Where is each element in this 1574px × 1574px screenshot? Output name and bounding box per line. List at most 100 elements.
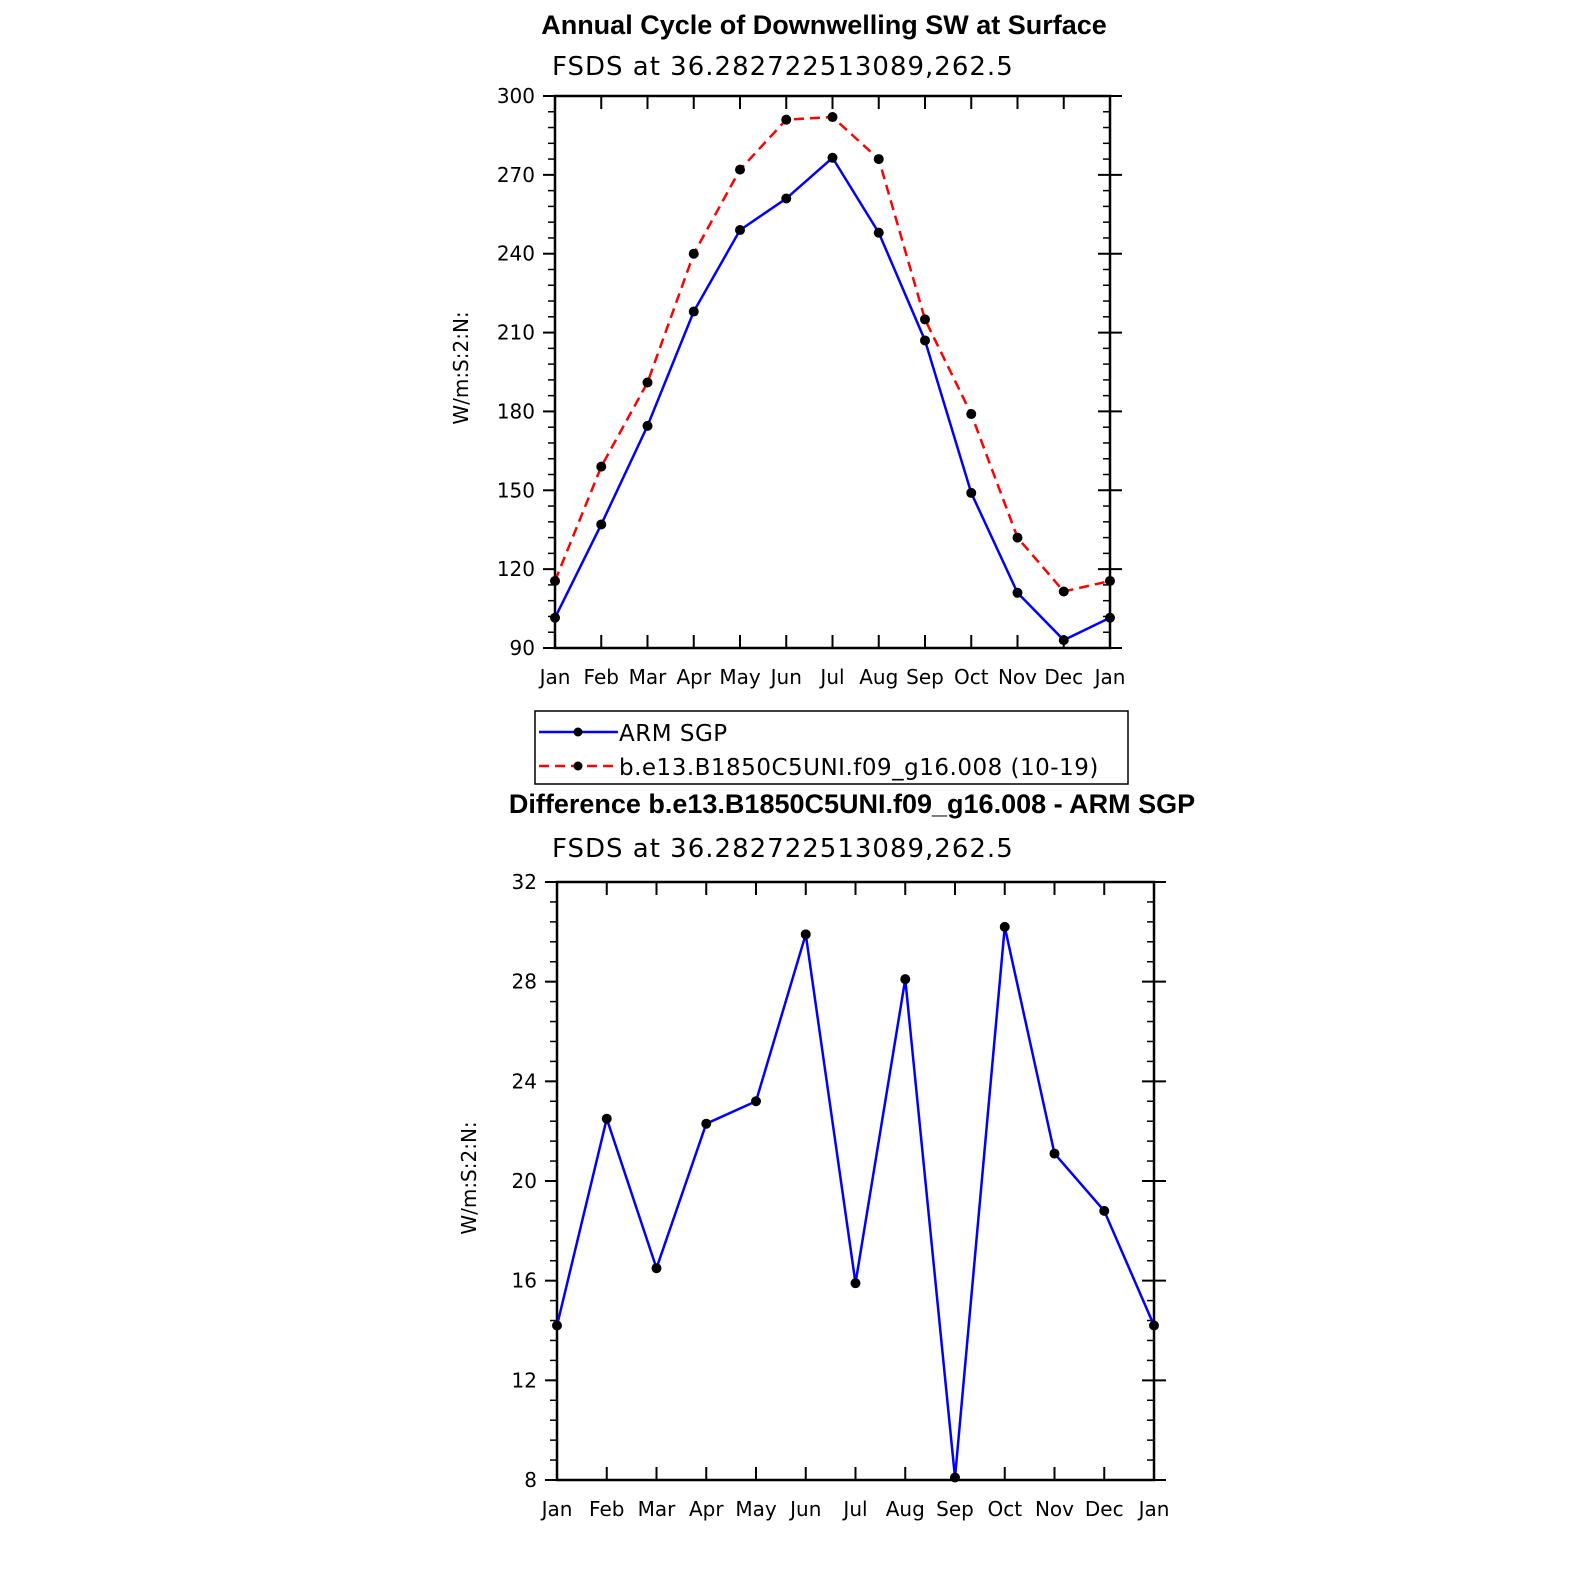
data-point-series-0 [550,612,560,623]
data-point-series-1 [966,409,977,420]
data-point-series-0 [1012,587,1023,598]
x-tick-label: Jul [841,1497,867,1521]
data-point-series-0 [1105,612,1115,623]
data-point-series-0 [800,929,811,940]
series-line-1 [553,115,1111,593]
data-point-series-1 [1012,532,1023,543]
data-point-series-0 [920,335,930,346]
x-tick-label: Jul [818,665,844,689]
y-axis-label: W/m:S:2:N: [449,311,473,424]
chart-difference: Difference b.e13.B1850C5UNI.f09_g16.008 … [457,789,1195,1521]
x-tick-label: Aug [859,665,898,689]
legend: ARM SGP b.e13.B1850C5UNI.f09_g16.008 (10… [534,710,1129,785]
data-point-series-1 [873,154,884,165]
data-point-series-0 [1049,1148,1060,1159]
y-tick-label: 24 [512,1069,537,1093]
series-line-0 [555,926,1156,1478]
data-point-series-0 [751,1096,761,1107]
y-tick-label: 270 [497,163,535,187]
x-tick-label: Oct [987,1497,1022,1521]
y-tick-label: 32 [512,870,537,894]
plot-area: Jan Feb Mar Apr May Jun Jul Aug Sep Oct Nov Dec Jan8… [512,870,1170,1521]
data-point-series-1 [735,164,745,175]
data-point-series-1 [1105,575,1115,586]
x-tick-label: Apr [676,665,711,689]
x-tick-label: Feb [584,665,619,689]
data-point-series-1 [827,112,838,123]
data-point-series-0 [966,487,977,498]
x-tick-label: May [735,1497,777,1521]
x-tick-label: Jan [538,665,571,689]
x-tick-label: Dec [1044,665,1083,689]
data-point-series-1 [596,461,607,472]
y-tick-label: 90 [510,636,535,660]
data-point-series-0 [601,1113,612,1124]
data-point-series-1 [781,114,792,125]
x-tick-label: Jan [540,1497,573,1521]
x-tick-label: Jan [1093,665,1126,689]
y-tick-label: 300 [497,84,535,108]
legend-label-arm-sgp: ARM SGP [619,721,728,747]
x-tick-label: Aug [886,1497,925,1521]
chart-title: Difference b.e13.B1850C5UNI.f09_g16.008 … [509,789,1195,819]
y-tick-label: 28 [512,970,537,994]
data-point-series-0 [1058,635,1069,646]
data-point-series-1 [642,377,653,388]
data-point-series-0 [999,921,1010,932]
legend-label-model: b.e13.B1850C5UNI.f09_g16.008 (10-19) [619,755,1099,781]
x-tick-label: Nov [998,665,1037,689]
data-point-series-1 [688,248,699,259]
y-tick-label: 20 [512,1169,537,1193]
x-tick-label: Jun [788,1497,821,1521]
y-tick-label: 240 [497,242,535,266]
data-point-series-1 [920,314,930,325]
plot-frame [555,880,1156,1482]
x-tick-label: Jun [769,665,802,689]
x-tick-label: Sep [906,665,944,689]
x-tick-label: Mar [629,665,668,689]
data-point-series-0 [827,152,838,163]
data-point-series-0 [651,1263,662,1274]
x-tick-label: Apr [689,1497,724,1521]
legend-marker-arm-sgp [573,727,583,737]
legend-box [534,710,1129,785]
y-tick-label: 12 [512,1368,537,1392]
plot-frame [553,94,1112,650]
y-tick-label: 180 [497,399,535,423]
x-tick-label: Dec [1085,1497,1124,1521]
data-point-series-0 [1099,1205,1110,1216]
data-point-series-0 [642,420,653,431]
data-point-series-0 [701,1118,712,1129]
y-axis-label: W/m:S:2:N: [457,1121,481,1234]
data-point-series-0 [900,974,911,985]
chart-annual-cycle: Annual Cycle of Downwelling SW at Surfac… [449,10,1125,689]
chart-subtitle: FSDS at 36.282722513089,262.5 [552,834,1014,864]
y-tick-label: 8 [524,1468,537,1492]
x-tick-label: Feb [589,1497,624,1521]
x-tick-label: Sep [936,1497,974,1521]
legend-marker-model [573,761,583,771]
data-point-series-1 [550,575,560,586]
chart-title: Annual Cycle of Downwelling SW at Surfac… [541,10,1107,40]
x-tick-label: Jan [1137,1497,1170,1521]
y-tick-label: 210 [497,321,535,345]
x-tick-label: Oct [954,665,989,689]
data-point-series-0 [735,225,745,236]
y-tick-label: 150 [497,478,535,502]
data-point-series-0 [552,1320,562,1331]
y-tick-label: 16 [512,1269,537,1293]
y-tick-label: 120 [497,557,535,581]
data-point-series-0 [781,193,792,204]
data-point-series-0 [950,1472,960,1483]
data-point-series-1 [1058,586,1069,597]
x-tick-label: Mar [638,1497,677,1521]
data-point-series-0 [596,519,607,530]
data-point-series-0 [688,306,699,317]
data-point-series-0 [873,227,884,238]
data-point-series-0 [850,1278,861,1289]
x-tick-label: Nov [1035,1497,1074,1521]
chart-subtitle: FSDS at 36.282722513089,262.5 [552,52,1014,82]
x-tick-label: May [719,665,761,689]
data-point-series-0 [1149,1320,1159,1331]
